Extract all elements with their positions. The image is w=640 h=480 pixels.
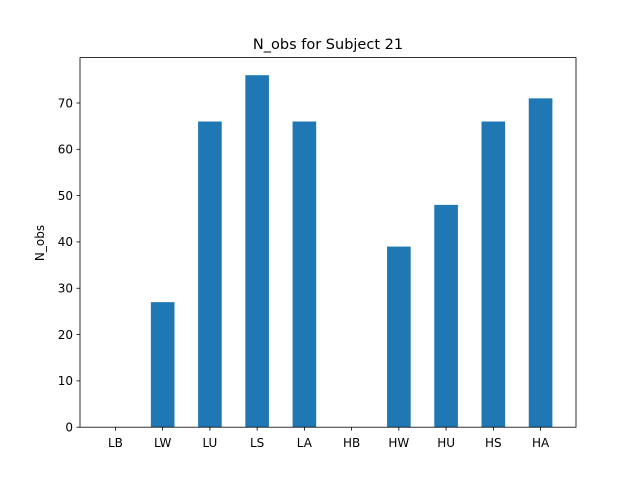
y-tick-label: 20 — [58, 328, 73, 342]
x-tick-label-la: LA — [297, 436, 313, 450]
x-tick-label-lb: LB — [108, 436, 123, 450]
y-tick-label: 30 — [58, 282, 73, 296]
x-tick-label-lw: LW — [154, 436, 172, 450]
x-tick-label-lu: LU — [202, 436, 217, 450]
bar-hw — [387, 246, 411, 428]
bar-ha — [528, 98, 553, 428]
bars-layer — [150, 75, 553, 428]
y-tick-label: 10 — [58, 374, 73, 388]
y-tick-label: 70 — [58, 96, 73, 110]
y-tick-label: 40 — [58, 235, 73, 249]
bar-ls — [245, 75, 269, 428]
y-axis: 0 10 20 30 40 50 60 70 — [58, 96, 80, 435]
y-tick-label: 60 — [58, 143, 73, 157]
bar-hs — [481, 121, 506, 428]
bar-lu — [198, 121, 222, 428]
x-tick-label-hb: HB — [343, 436, 360, 450]
x-tick-label-ha: HA — [532, 436, 550, 450]
bar-lw — [150, 302, 175, 428]
y-tick-label: 0 — [65, 421, 73, 435]
x-axis: LB LW LU LS LA HB HW HU HS HA — [108, 427, 550, 450]
y-tick-label: 50 — [58, 189, 73, 203]
x-tick-label-hu: HU — [437, 436, 455, 450]
bar-la — [292, 121, 317, 428]
x-tick-label-hs: HS — [485, 436, 502, 450]
bar-hu — [434, 204, 458, 428]
chart-title: N_obs for Subject 21 — [253, 37, 403, 53]
x-tick-label-ls: LS — [250, 436, 264, 450]
y-axis-label: N_obs — [33, 225, 47, 261]
plot-frame — [79, 57, 577, 428]
x-tick-label-hw: HW — [388, 436, 409, 450]
